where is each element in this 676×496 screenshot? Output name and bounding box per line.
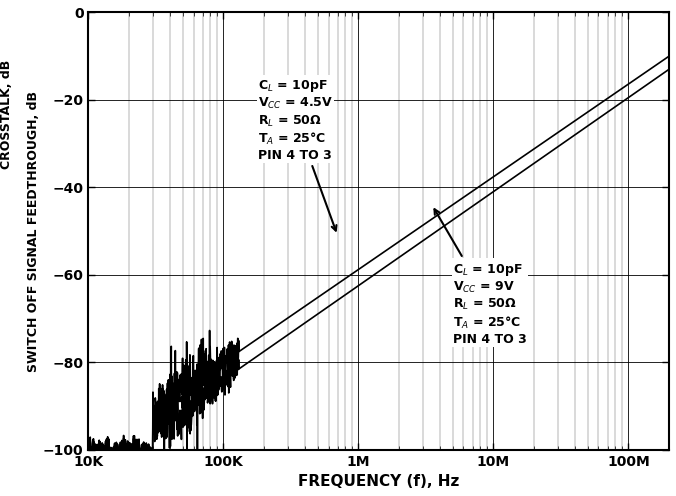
Text: C$_L$ = 10pF
V$_{CC}$ = 4.5V
R$_L$ = 50Ω
T$_A$ = 25°C
PIN 4 TO 3: C$_L$ = 10pF V$_{CC}$ = 4.5V R$_L$ = 50Ω…	[258, 78, 337, 231]
Text: CROSSTALK, dB: CROSSTALK, dB	[0, 60, 14, 169]
Y-axis label: SWITCH OFF SIGNAL FEEDTHROUGH, dB: SWITCH OFF SIGNAL FEEDTHROUGH, dB	[27, 91, 41, 372]
X-axis label: FREQUENCY (f), Hz: FREQUENCY (f), Hz	[298, 474, 460, 489]
Text: C$_L$ = 10pF
V$_{CC}$ = 9V
R$_L$ = 50Ω
T$_A$ = 25°C
PIN 4 TO 3: C$_L$ = 10pF V$_{CC}$ = 9V R$_L$ = 50Ω T…	[435, 209, 527, 346]
